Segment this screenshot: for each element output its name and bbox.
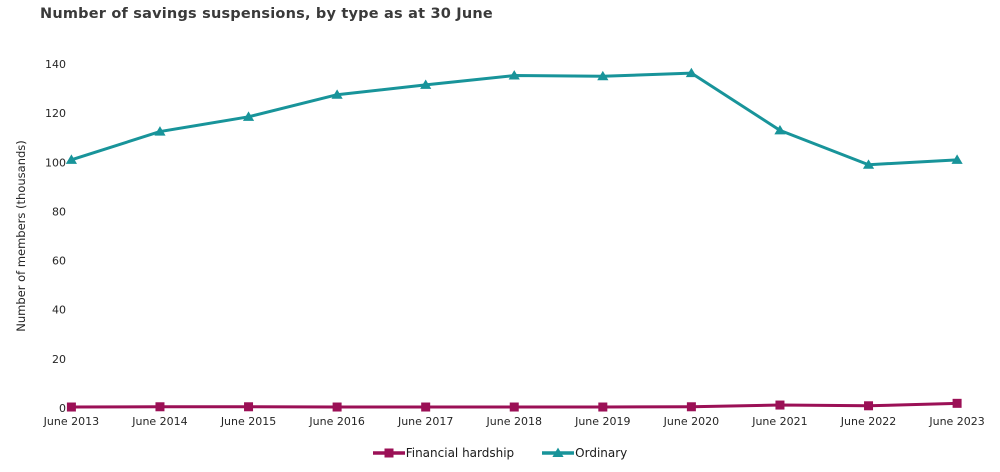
x-tick-label: June 2016	[308, 415, 364, 428]
legend: Financial hardship Ordinary	[0, 446, 1000, 460]
series-marker-ordinary	[597, 70, 609, 81]
series-marker-financial-hardship	[332, 402, 342, 412]
y-tick-label: 120	[45, 107, 66, 120]
x-tick-label: June 2013	[43, 415, 99, 428]
x-tick-label: June 2018	[486, 415, 542, 428]
series-marker-financial-hardship	[952, 398, 962, 408]
series-marker-ordinary	[331, 89, 343, 99]
y-tick-label: 140	[45, 58, 66, 71]
series-marker-financial-hardship	[155, 402, 165, 412]
series-marker-ordinary	[862, 159, 875, 169]
y-axis-label: Number of members (thousands)	[14, 140, 28, 332]
plot-area: 0 20 40 60 80 100 120 140 Number of members (tho…	[14, 58, 985, 428]
legend-swatch-marker	[552, 447, 564, 457]
x-tick-label: June 2017	[397, 415, 453, 428]
x-tick-label: June 2021	[751, 415, 807, 428]
series-marker-ordinary	[951, 154, 963, 164]
series-marker-ordinary	[508, 70, 520, 80]
y-tick-label: 80	[52, 205, 66, 218]
series-marker-financial-hardship	[686, 402, 696, 412]
series-marker-financial-hardship	[66, 402, 76, 412]
series-marker-ordinary	[774, 124, 786, 135]
series-marker-financial-hardship	[864, 401, 874, 411]
y-tick-label: 40	[52, 304, 66, 317]
series-marker-financial-hardship	[775, 400, 785, 410]
series-marker-ordinary	[242, 111, 255, 121]
series-marker-ordinary	[420, 79, 432, 89]
x-tick-label: June 2015	[220, 415, 276, 428]
y-tick-label: 60	[52, 255, 66, 268]
x-tick-label: June 2019	[574, 415, 630, 428]
y-tick-label: 0	[59, 402, 66, 415]
legend-swatch-marker	[384, 448, 394, 458]
legend-item-financial-hardship: Financial hardship	[372, 446, 515, 460]
series-marker-ordinary	[65, 154, 77, 164]
series-marker-financial-hardship	[244, 402, 254, 412]
y-tick-label: 100	[45, 156, 66, 169]
ordinary-line-swatch-icon	[542, 447, 575, 457]
x-tick-label: June 2023	[928, 415, 984, 428]
x-tick-label: June 2014	[131, 415, 187, 428]
series-marker-financial-hardship	[598, 402, 608, 412]
legend-item-ordinary: Ordinary	[542, 446, 627, 460]
y-tick-label: 20	[52, 353, 66, 366]
series-marker-ordinary	[154, 126, 166, 136]
series-marker-ordinary	[685, 67, 697, 78]
chart-title: Number of savings suspensions, by type a…	[40, 6, 493, 22]
x-tick-label: June 2020	[663, 415, 719, 428]
legend-label-ordinary: Ordinary	[575, 446, 628, 460]
x-tick-label: June 2022	[840, 415, 896, 428]
series-line-ordinary	[69, 71, 959, 167]
series-marker-financial-hardship	[509, 402, 519, 412]
financial-hardship-line-swatch-icon	[372, 448, 405, 458]
series-marker-financial-hardship	[421, 402, 431, 412]
legend-label-financial-hardship: Financial hardship	[405, 446, 515, 460]
